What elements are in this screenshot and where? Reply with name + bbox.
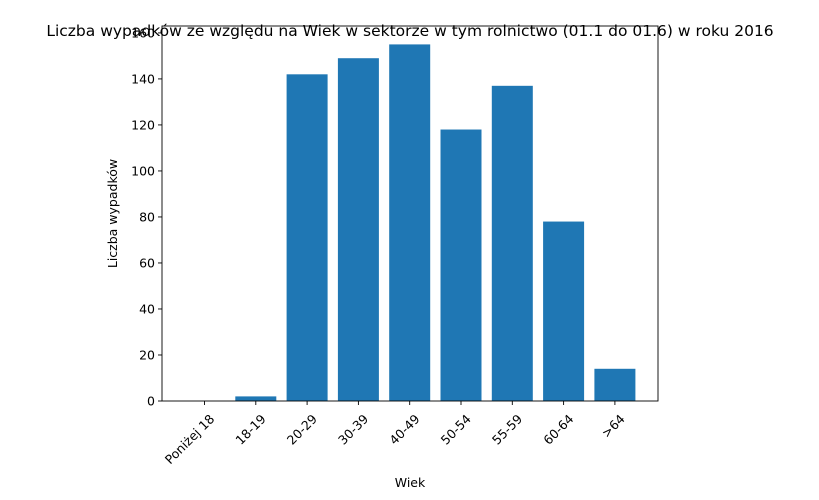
x-tick-label-3: 30-39 [335, 411, 371, 447]
x-tick-label-5: 50-54 [438, 411, 474, 447]
y-tick-label-3: 60 [139, 255, 155, 270]
x-tick-label-4: 40-49 [386, 411, 422, 447]
x-tick-label-1: 18-19 [232, 411, 268, 447]
y-axis-label: Liczba wypadków [105, 159, 120, 268]
bar-8 [594, 368, 636, 401]
x-tick-label-6: 55-59 [489, 411, 525, 447]
bar-7 [543, 221, 585, 401]
y-tick-label-7: 140 [131, 71, 155, 86]
bar-1 [235, 396, 277, 401]
x-axis-label: Wiek [395, 475, 426, 490]
y-tick-label-8: 160 [131, 25, 155, 40]
bar-6 [491, 85, 533, 401]
bar-2 [286, 74, 328, 402]
bar-5 [440, 129, 482, 402]
x-tick-label-7: 60-64 [540, 411, 576, 447]
chart-title: Liczba wypadków ze względu na Wiek w sek… [46, 22, 773, 40]
x-axis-ticks: Poniżej 18 18-19 20-29 30-39 40-49 50-54 55-59… [162, 401, 628, 467]
y-axis-ticks: 0 20 40 60 80 100 120 140 160 [131, 25, 162, 409]
x-tick-label-0: Poniżej 18 [162, 411, 218, 467]
y-tick-label-0: 0 [147, 394, 155, 409]
bar-3 [337, 58, 379, 401]
plot-frame [161, 25, 659, 402]
y-tick-label-4: 80 [139, 209, 155, 224]
bars-group [235, 44, 636, 402]
y-tick-label-1: 20 [139, 347, 155, 362]
y-tick-label-2: 40 [139, 301, 155, 316]
x-tick-label-8: >64 [599, 411, 628, 440]
bar-4 [389, 44, 431, 401]
y-tick-label-6: 120 [131, 117, 155, 132]
x-tick-label-2: 20-29 [284, 411, 320, 447]
y-tick-label-5: 100 [131, 163, 155, 178]
